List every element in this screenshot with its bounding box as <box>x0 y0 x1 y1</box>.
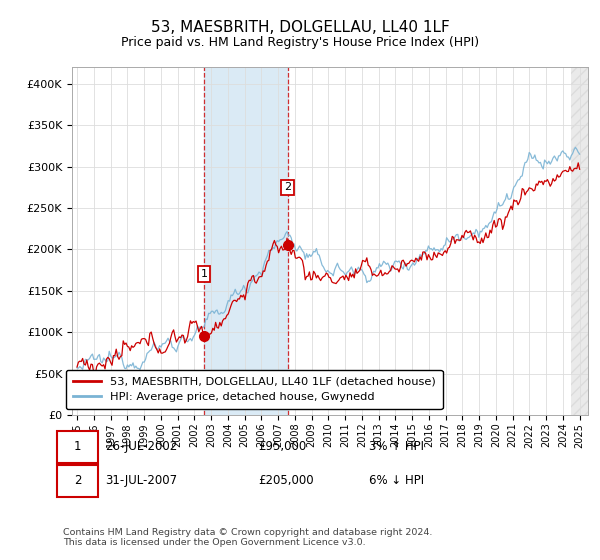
Text: Price paid vs. HM Land Registry's House Price Index (HPI): Price paid vs. HM Land Registry's House … <box>121 36 479 49</box>
Bar <box>204 67 288 415</box>
Text: £205,000: £205,000 <box>258 474 314 487</box>
Text: 31-JUL-2007: 31-JUL-2007 <box>105 474 177 487</box>
Bar <box>571 67 590 415</box>
Text: 53, MAESBRITH, DOLGELLAU, LL40 1LF: 53, MAESBRITH, DOLGELLAU, LL40 1LF <box>151 20 449 35</box>
Text: 6% ↓ HPI: 6% ↓ HPI <box>369 474 424 487</box>
Text: 3% ↑ HPI: 3% ↑ HPI <box>369 440 424 454</box>
Text: 2: 2 <box>74 474 81 487</box>
Text: 1: 1 <box>74 440 81 454</box>
Bar <box>571 67 590 415</box>
Text: £95,000: £95,000 <box>258 440 306 454</box>
Text: 1: 1 <box>200 269 208 279</box>
Text: 26-JUL-2002: 26-JUL-2002 <box>105 440 177 454</box>
Legend: 53, MAESBRITH, DOLGELLAU, LL40 1LF (detached house), HPI: Average price, detache: 53, MAESBRITH, DOLGELLAU, LL40 1LF (deta… <box>65 370 443 409</box>
Text: Contains HM Land Registry data © Crown copyright and database right 2024.
This d: Contains HM Land Registry data © Crown c… <box>63 528 433 547</box>
Text: 2: 2 <box>284 183 292 192</box>
